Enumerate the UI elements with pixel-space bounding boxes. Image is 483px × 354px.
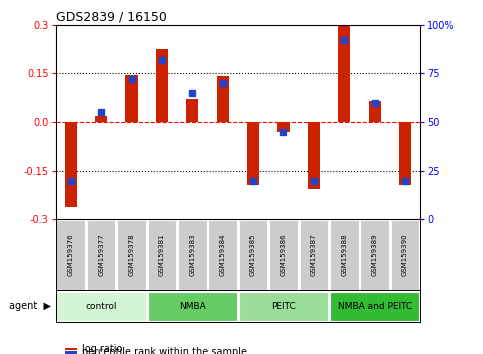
FancyBboxPatch shape [208, 220, 237, 290]
Bar [65, 351, 77, 354]
Text: GSM159389: GSM159389 [371, 234, 378, 276]
Text: log ratio: log ratio [82, 344, 123, 354]
Text: NMBA: NMBA [179, 302, 206, 311]
Bar [65, 348, 77, 350]
FancyBboxPatch shape [148, 220, 176, 290]
FancyBboxPatch shape [148, 292, 237, 321]
FancyBboxPatch shape [57, 220, 85, 290]
Text: PEITC: PEITC [271, 302, 296, 311]
Text: GDS2839 / 16150: GDS2839 / 16150 [56, 11, 167, 24]
FancyBboxPatch shape [239, 292, 328, 321]
Bar [277, 122, 289, 132]
Text: GSM159381: GSM159381 [159, 234, 165, 276]
Text: GSM159387: GSM159387 [311, 234, 317, 276]
Bar [308, 122, 320, 189]
Bar [216, 76, 229, 122]
Text: GSM159388: GSM159388 [341, 234, 347, 276]
FancyBboxPatch shape [117, 220, 146, 290]
Text: percentile rank within the sample: percentile rank within the sample [82, 347, 247, 354]
Bar [95, 116, 107, 122]
FancyBboxPatch shape [330, 292, 419, 321]
Text: GSM159386: GSM159386 [281, 234, 286, 276]
FancyBboxPatch shape [269, 220, 298, 290]
FancyBboxPatch shape [391, 220, 419, 290]
Text: GSM159384: GSM159384 [220, 234, 226, 276]
FancyBboxPatch shape [239, 220, 268, 290]
Bar [65, 122, 77, 206]
Bar [126, 75, 138, 122]
Text: GSM159383: GSM159383 [189, 234, 195, 276]
FancyBboxPatch shape [299, 220, 328, 290]
Text: GSM159377: GSM159377 [98, 234, 104, 276]
Text: GSM159385: GSM159385 [250, 234, 256, 276]
FancyBboxPatch shape [330, 220, 358, 290]
Bar [399, 122, 411, 185]
Bar [247, 122, 259, 185]
Text: GSM159378: GSM159378 [128, 234, 135, 276]
Bar [156, 49, 168, 122]
FancyBboxPatch shape [178, 220, 207, 290]
Text: GSM159376: GSM159376 [68, 234, 74, 276]
Bar [338, 27, 350, 122]
Text: GSM159390: GSM159390 [402, 234, 408, 276]
FancyBboxPatch shape [87, 220, 115, 290]
FancyBboxPatch shape [57, 292, 146, 321]
Text: NMBA and PEITC: NMBA and PEITC [338, 302, 412, 311]
Text: control: control [85, 302, 117, 311]
Bar [186, 99, 199, 122]
Text: agent  ▶: agent ▶ [9, 301, 51, 311]
FancyBboxPatch shape [360, 220, 389, 290]
Bar [369, 101, 381, 122]
